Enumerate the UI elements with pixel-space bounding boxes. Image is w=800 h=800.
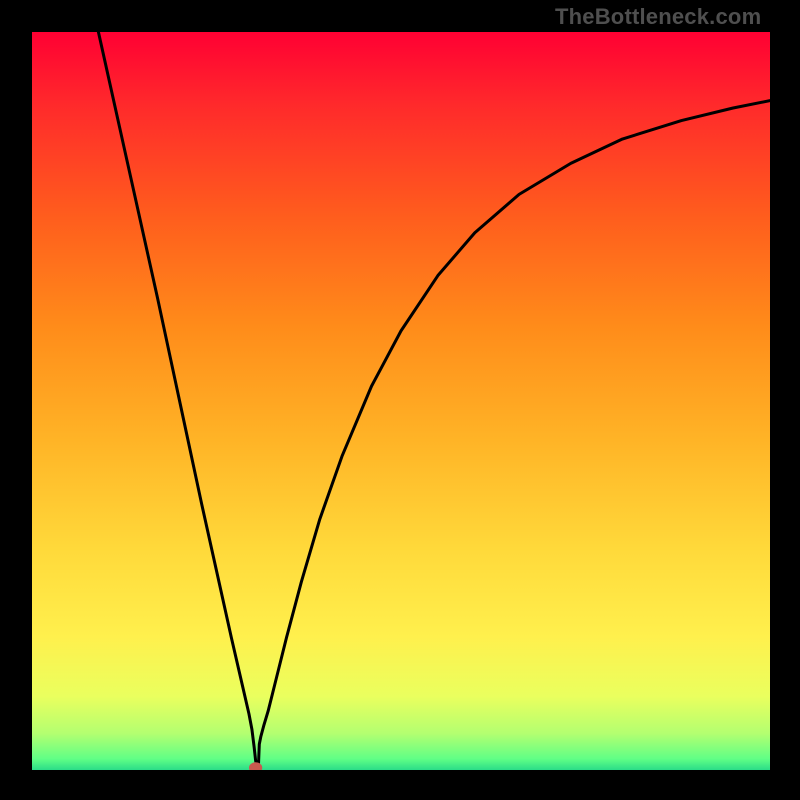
chart-frame: TheBottleneck.com [0, 0, 800, 800]
plot-area [32, 32, 770, 770]
chart-svg [32, 32, 770, 770]
gradient-background [32, 32, 770, 770]
watermark-text: TheBottleneck.com [555, 4, 761, 30]
